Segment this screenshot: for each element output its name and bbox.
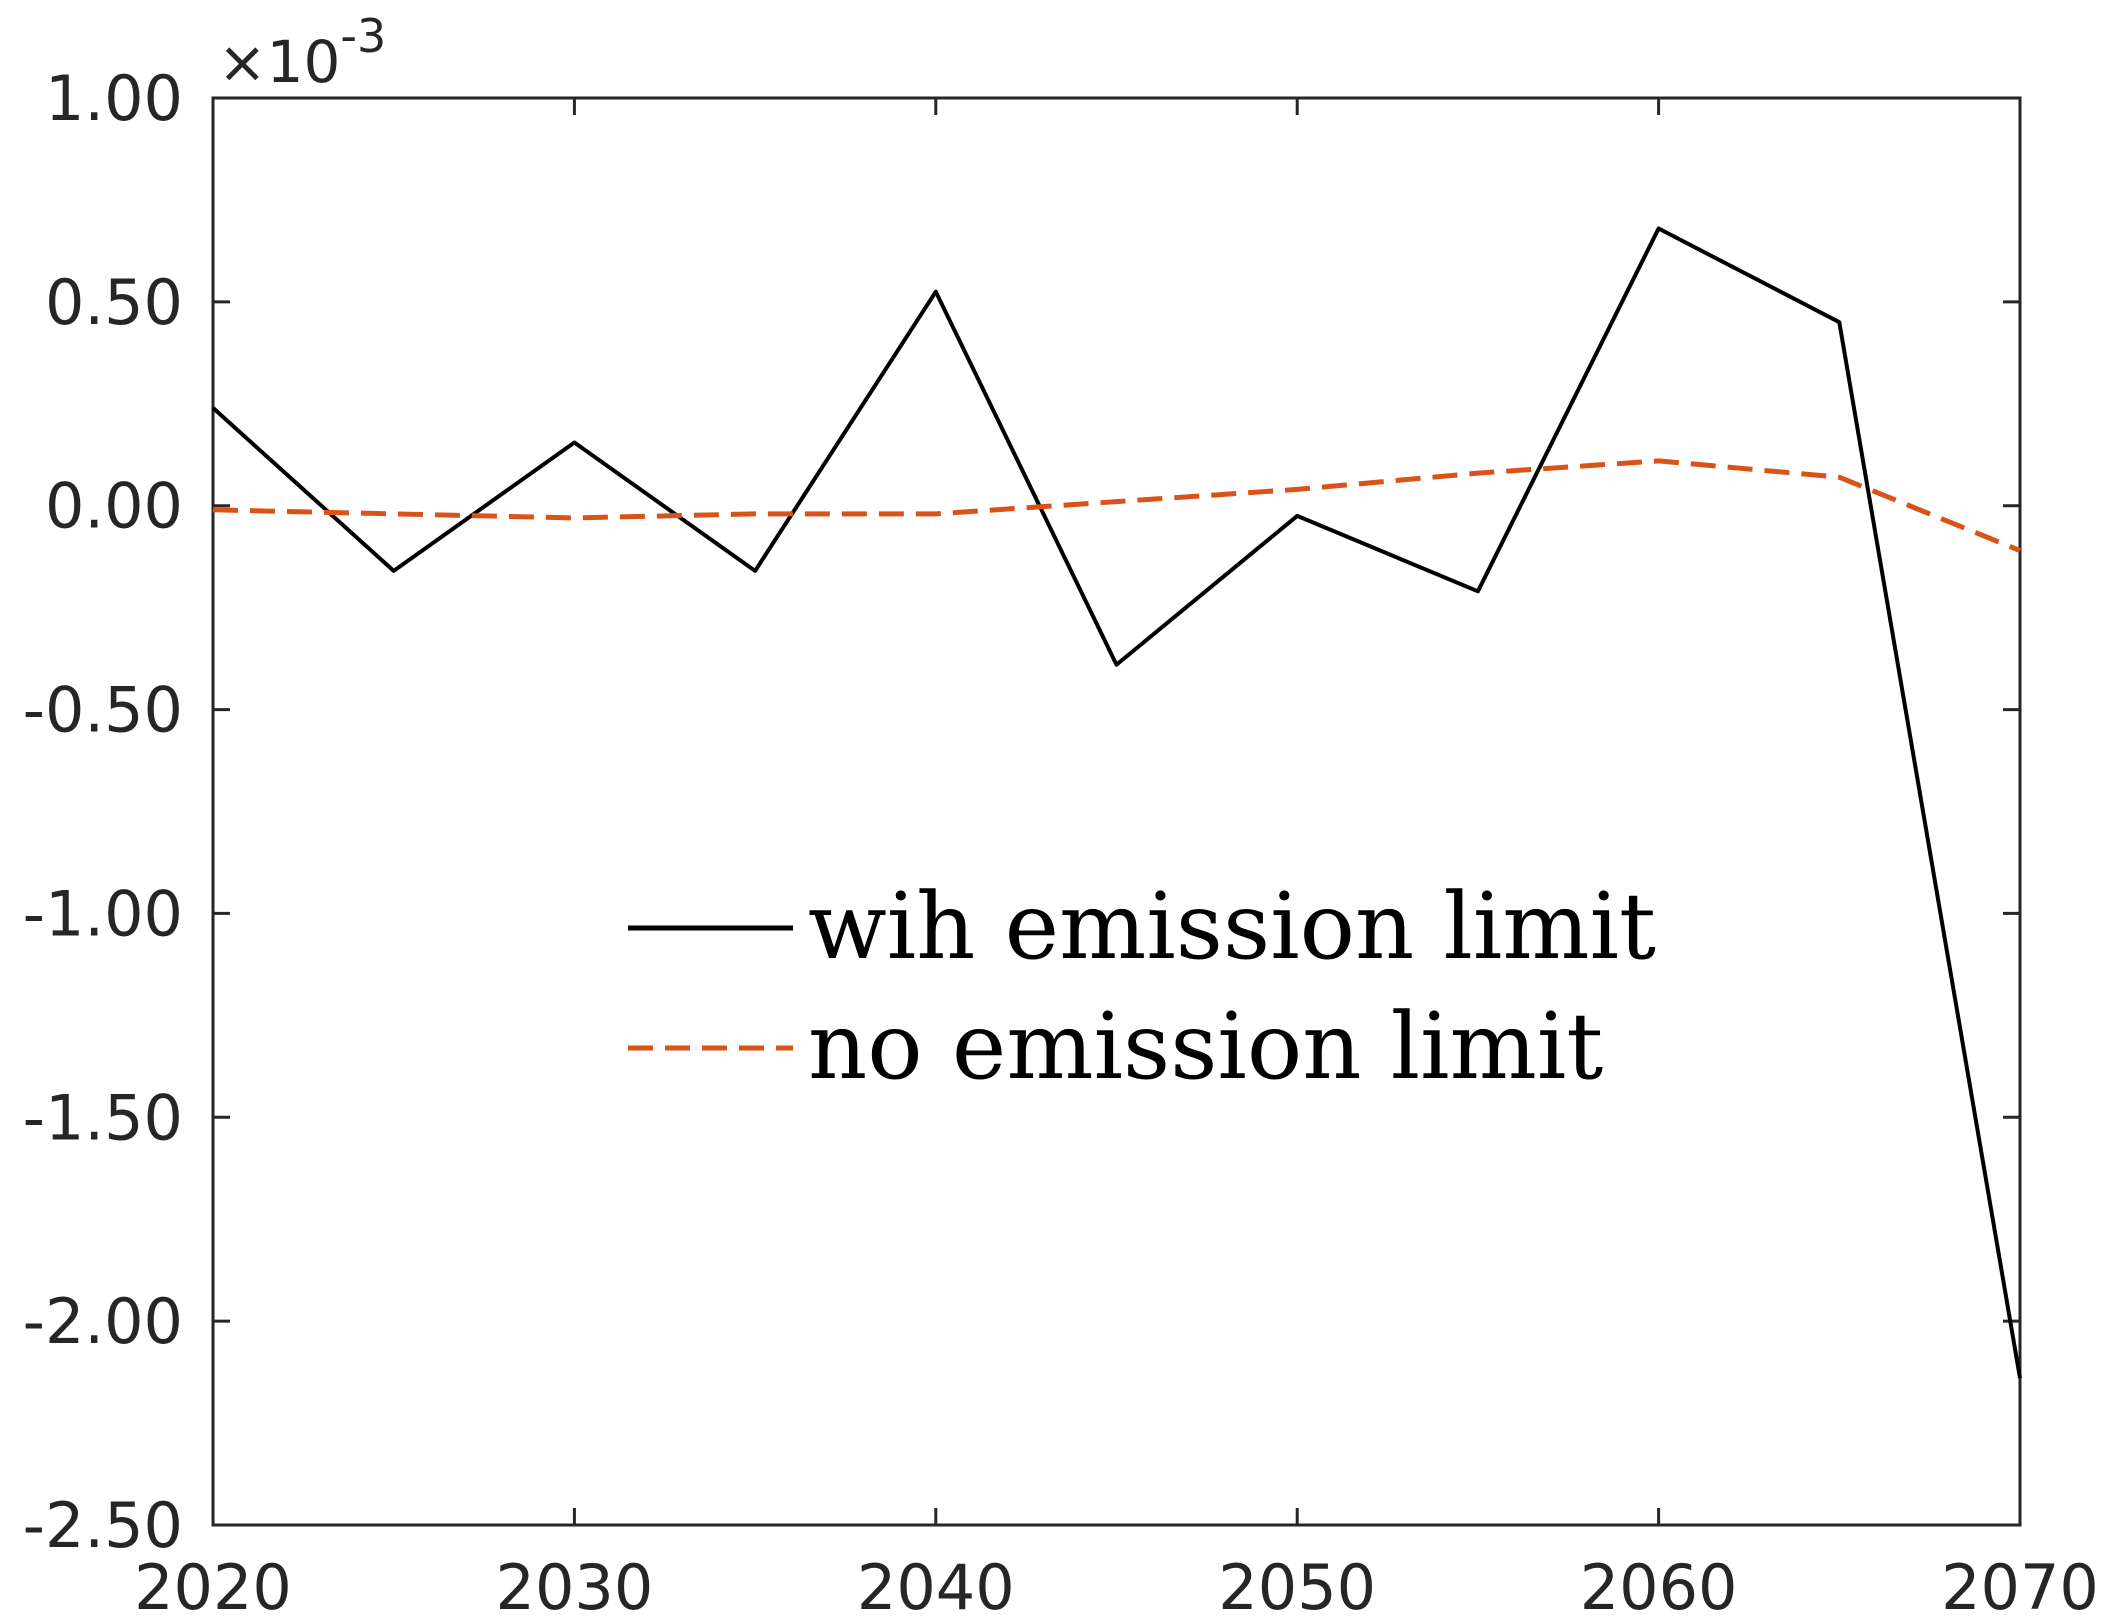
y-tick-label: 0.50 [45, 266, 183, 339]
y-tick-label: -2.50 [23, 1489, 183, 1562]
y-tick-label: -0.50 [23, 674, 183, 747]
legend-label-2: no emission limit [808, 993, 1603, 1100]
x-tick-label: 2020 [134, 1551, 292, 1622]
x-axis-tick-labels: 2020 2030 2040 2050 2060 2070 [134, 1551, 2099, 1622]
axis-ticks [211, 96, 2022, 1527]
series-line-2 [212, 458, 2021, 553]
y-tick-label: -2.00 [23, 1285, 183, 1358]
y-tick-label: -1.50 [23, 1081, 183, 1154]
x-tick-label: 2070 [1941, 1551, 2099, 1622]
y-axis-multiplier: ×10-3 [218, 9, 386, 96]
series-layer [211, 226, 2022, 1379]
y-tick-label: 1.00 [45, 62, 183, 135]
x-tick-label: 2050 [1218, 1551, 1376, 1622]
multiplier-base: ×10 [218, 28, 340, 96]
y-tick-label: -1.00 [23, 877, 183, 950]
y-tick-label: 0.00 [45, 470, 183, 543]
legend: wih emission limit no emission limit [628, 873, 1656, 1100]
multiplier-exponent: -3 [340, 9, 386, 63]
x-tick-label: 2040 [857, 1551, 1015, 1622]
y-axis-tick-labels: 1.00 0.50 0.00 -0.50 -1.00 -1.50 -2.00 -2.50 [23, 62, 183, 1562]
plot-area [211, 96, 2022, 1527]
series-line-1 [211, 226, 2022, 1379]
x-tick-label: 2060 [1580, 1551, 1738, 1622]
x-tick-label: 2030 [496, 1551, 654, 1622]
legend-label-1: wih emission limit [808, 873, 1656, 980]
